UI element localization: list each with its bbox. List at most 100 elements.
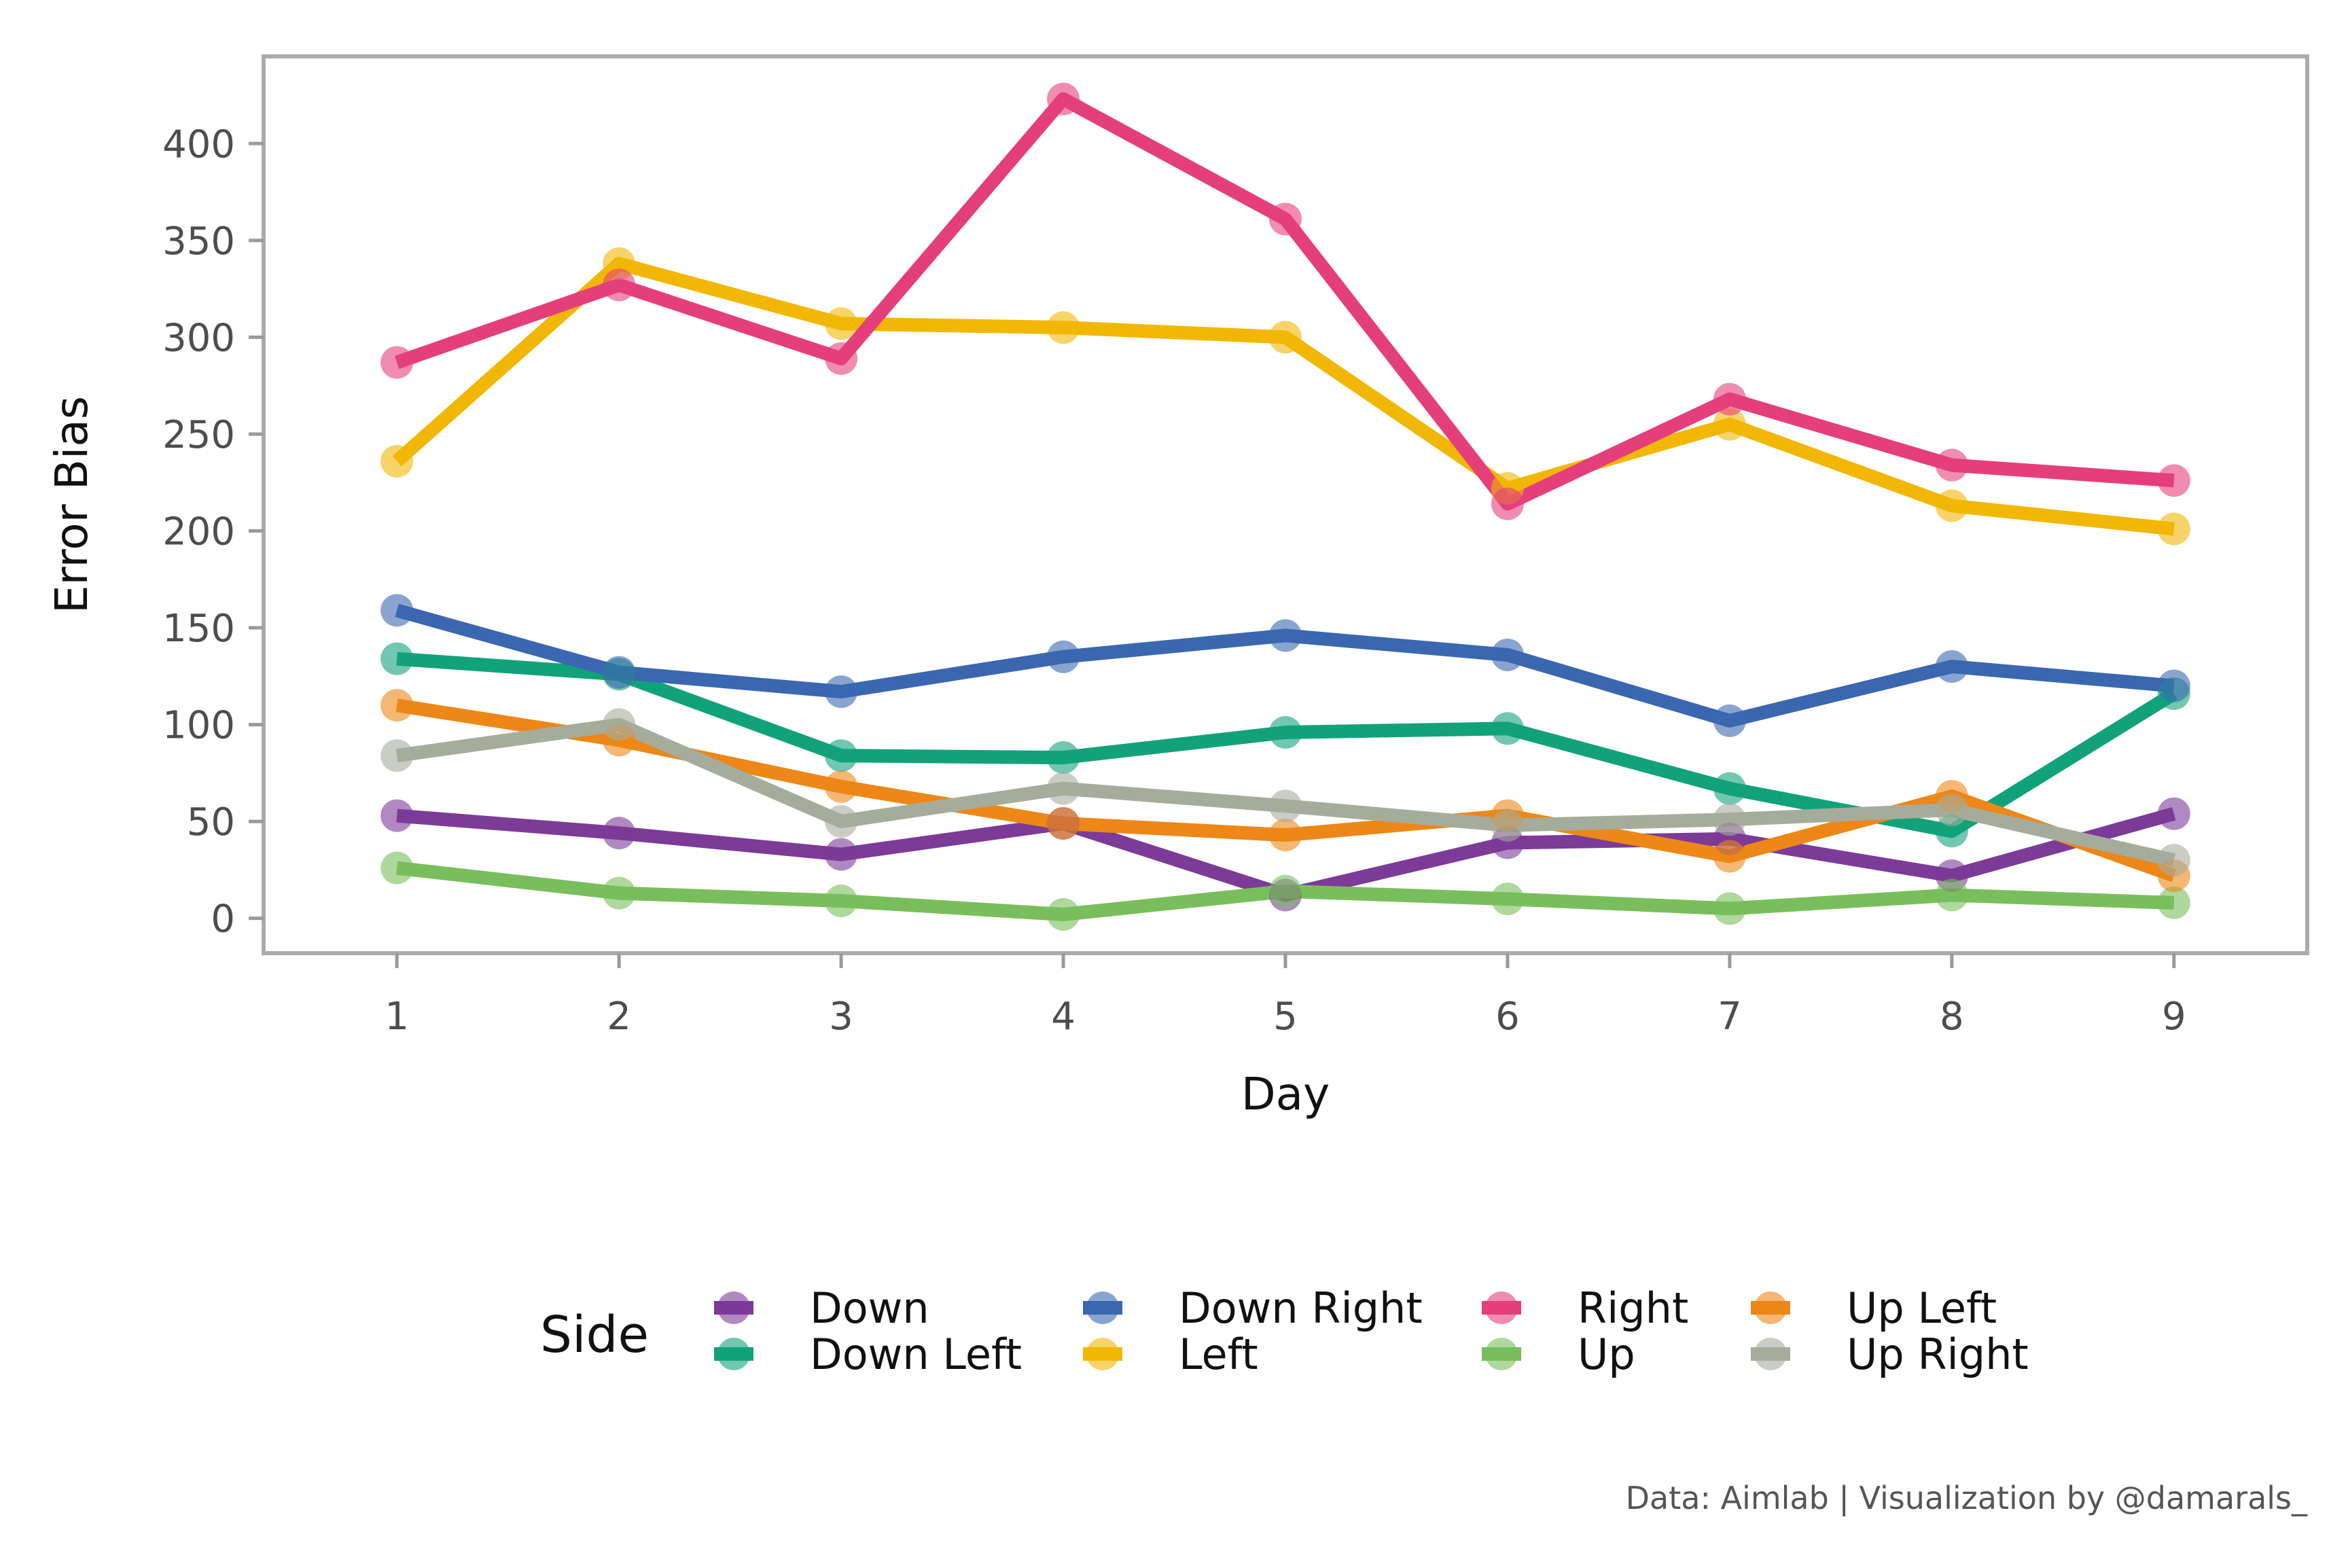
legend-label: Right [1578, 1283, 1688, 1333]
data-point-up [380, 851, 414, 885]
data-point-right [603, 268, 636, 302]
data-point-down-right [1713, 704, 1746, 737]
data-point-down-left [1713, 772, 1746, 805]
legend-label: Left [1179, 1330, 1258, 1379]
data-point-up-right [603, 708, 636, 741]
data-point-down [2157, 797, 2190, 830]
legend-key-point [1485, 1291, 1518, 1324]
data-point-right [1269, 202, 1302, 236]
legend-label: Down [810, 1283, 929, 1333]
data-point-right [1713, 382, 1746, 416]
data-point-down-right [2157, 669, 2190, 702]
x-tick-label: 2 [607, 995, 631, 1039]
data-point-down [825, 838, 858, 871]
data-point-down-left [1269, 715, 1302, 749]
data-point-up-left [1047, 806, 1080, 840]
data-point-down-right [1269, 619, 1302, 652]
series-line-right [394, 92, 2175, 511]
data-point-right [1491, 487, 1524, 520]
legend-key-point [717, 1338, 750, 1370]
data-point-up-right [1269, 789, 1302, 823]
data-point-up [1491, 883, 1524, 916]
legend-item-up: Up [1482, 1330, 1635, 1379]
data-point-down [380, 799, 414, 832]
y-tick-label: 200 [162, 510, 235, 554]
legend-label: Down Right [1179, 1283, 1423, 1333]
y-tick-label: 300 [162, 316, 235, 360]
data-point-down-right [380, 594, 414, 627]
data-point-down [603, 817, 636, 850]
data-point-right [825, 342, 858, 375]
data-point-up-right [1047, 772, 1080, 805]
data-point-down-left [380, 642, 414, 675]
data-point-right [1047, 82, 1080, 115]
y-tick-label: 150 [162, 607, 235, 651]
y-axis-title: Error Bias [46, 396, 98, 613]
data-point-left [1047, 311, 1080, 344]
data-point-right [2157, 464, 2190, 497]
y-tick-label: 50 [187, 800, 235, 844]
legend-item-down-right: Down Right [1083, 1283, 1423, 1333]
legend-label: Up Right [1847, 1330, 2029, 1379]
x-axis: 1 2 3 4 5 6 7 8 9 [385, 953, 2186, 1039]
x-tick-label: 9 [2162, 995, 2186, 1039]
legend-key-point [1754, 1291, 1787, 1324]
x-tick-label: 7 [1718, 995, 1742, 1039]
data-point-up-right [1935, 794, 1968, 827]
legend-key-point [1086, 1291, 1119, 1324]
data-point-up [1047, 897, 1080, 931]
legend-key-point [1754, 1338, 1787, 1370]
legend-key-point [1485, 1338, 1518, 1370]
data-point-up [1269, 874, 1302, 908]
legend-key-point [1086, 1338, 1119, 1370]
data-point-up [1713, 892, 1746, 925]
legend-label: Down Left [810, 1330, 1022, 1379]
legend-item-down: Down [714, 1283, 929, 1333]
data-point-left [825, 307, 858, 340]
data-point-up [2157, 886, 2190, 919]
x-tick-label: 3 [829, 995, 853, 1039]
legend-item-up-right: Up Right [1751, 1330, 2029, 1379]
data-point-up-left [1713, 840, 1746, 873]
legend-title: Side [540, 1306, 649, 1364]
data-point-down-left [825, 739, 858, 772]
data-point-up-right [1713, 803, 1746, 836]
data-point-left [380, 444, 414, 478]
legend-item-down-left: Down Left [714, 1330, 1022, 1379]
y-tick-label: 250 [162, 413, 235, 457]
data-point-up-right [380, 739, 414, 772]
legend-item-right: Right [1482, 1283, 1688, 1333]
data-point-up-left [1269, 819, 1302, 852]
data-point-left [1269, 321, 1302, 354]
data-point-down-right [603, 656, 636, 689]
x-tick-label: 1 [385, 995, 409, 1039]
data-point-up [603, 876, 636, 910]
data-point-left [1713, 408, 1746, 441]
data-point-down-right [1047, 640, 1080, 673]
y-tick-label: 400 [162, 122, 235, 166]
data-point-down-right [825, 675, 858, 709]
legend-item-up-left: Up Left [1751, 1283, 1997, 1333]
x-tick-label: 6 [1495, 995, 1520, 1039]
y-tick-label: 0 [211, 897, 235, 942]
data-point-left [2157, 512, 2190, 546]
data-point-up-right [1491, 808, 1524, 842]
data-point-up-left [380, 689, 414, 722]
caption: Data: Aimlab | Visualization by @damaral… [1626, 1480, 2308, 1517]
data-point-down-right [1935, 650, 1968, 683]
series-points [380, 82, 2190, 931]
data-point-up [1935, 878, 1968, 912]
data-point-down-left [1047, 741, 1080, 774]
legend-item-left: Left [1083, 1330, 1258, 1379]
x-tick-label: 8 [1940, 995, 1964, 1039]
data-point-up-left [825, 770, 858, 803]
y-axis: 0 50 100 150 200 250 300 350 400 [162, 122, 264, 942]
x-tick-label: 5 [1273, 995, 1298, 1039]
data-point-left [1935, 489, 1968, 522]
legend-label: Up [1578, 1330, 1635, 1379]
legend-key-point [717, 1291, 750, 1324]
data-point-right [1935, 448, 1968, 482]
